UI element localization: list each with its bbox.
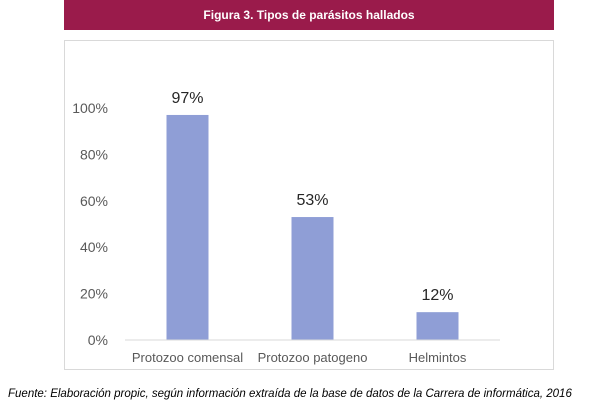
y-tick-label: 80% bbox=[80, 146, 108, 162]
x-tick-label: Protozoo comensal bbox=[132, 350, 243, 365]
bar bbox=[416, 312, 459, 340]
y-tick-label: 40% bbox=[80, 239, 108, 255]
data-label: 53% bbox=[296, 192, 328, 209]
bar bbox=[166, 114, 209, 341]
bars bbox=[166, 114, 459, 341]
data-label: 97% bbox=[171, 90, 203, 107]
y-tick-label: 100% bbox=[72, 100, 108, 116]
x-tick-label: Helmintos bbox=[409, 350, 467, 365]
bar bbox=[291, 217, 334, 340]
data-label: 12% bbox=[421, 287, 453, 304]
x-axis-labels: Protozoo comensal Protozoo patogeno Helmin… bbox=[132, 350, 467, 365]
y-tick-label: 0% bbox=[88, 332, 108, 348]
data-labels: 97% 53% 12% bbox=[171, 90, 453, 304]
y-tick-label: 60% bbox=[80, 193, 108, 209]
figure-title: Figura 3. Tipos de parásitos hallados bbox=[64, 0, 554, 30]
y-tick-label: 20% bbox=[80, 286, 108, 302]
source-note: Fuente: Elaboración propic, según inform… bbox=[8, 388, 572, 400]
y-axis-ticks: 0% 20% 40% 60% 80% 100% bbox=[72, 100, 108, 348]
x-tick-label: Protozoo patogeno bbox=[258, 350, 368, 365]
